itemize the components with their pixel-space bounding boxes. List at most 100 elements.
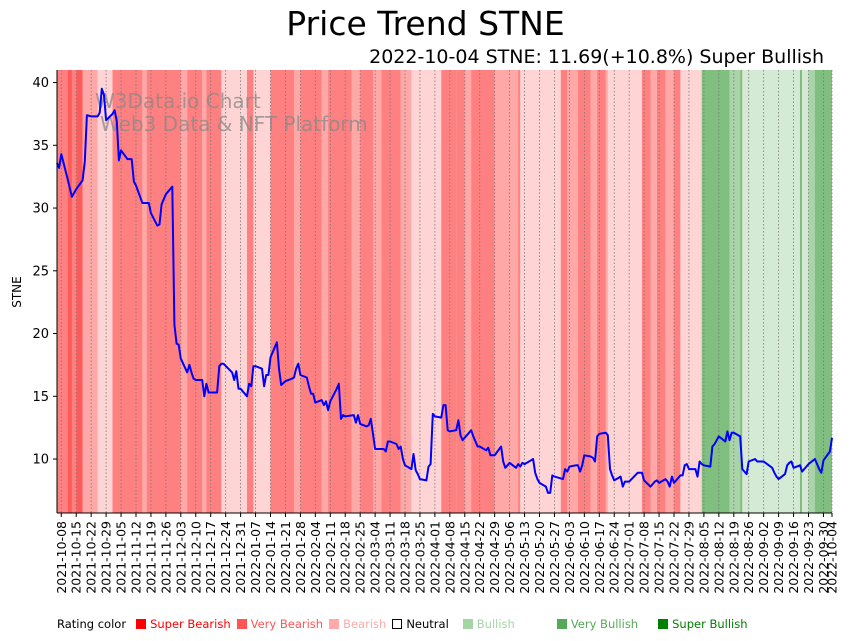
x-tick-label: 2022-04-01 [427,521,442,594]
x-tick-label: 2022-07-22 [667,521,682,594]
x-tick-label: 2022-02-11 [323,521,338,594]
x-tick-label: 2021-11-19 [143,521,158,594]
rating-band [300,70,322,513]
y-tick-label: 20 [32,327,49,342]
rating-band [142,70,147,513]
x-tick-label: 2022-05-13 [517,521,532,594]
rating-band [799,70,803,513]
rating-band [701,70,730,513]
rating-band [674,70,681,513]
legend-swatch [236,619,247,629]
rating-band [590,70,598,513]
watermark-line-2: Web3 Data & NFT Platform [100,112,368,136]
x-tick-label: 2022-01-28 [293,521,308,594]
x-tick-label: 2022-09-30 [816,521,831,594]
x-tick-label: 2022-10-04 [825,521,840,594]
legend: Rating color Super Bearish Very Bearish Be… [57,617,754,631]
rating-band [187,70,203,513]
rating-band [802,70,809,513]
x-tick-label: 2022-05-27 [547,521,562,594]
x-tick-label: 2022-02-25 [353,521,368,594]
y-tick-label: 15 [32,390,49,405]
rating-band [605,70,608,513]
rating-band [146,70,181,513]
legend-item: Bearish [329,617,386,631]
legend-label: Very Bearish [250,617,324,631]
rating-band [740,70,743,513]
x-tick-label: 2022-02-18 [338,521,353,594]
x-tick-label: 2022-06-03 [562,521,577,594]
rating-band [82,70,98,513]
rating-band [567,70,578,513]
x-tick-label: 2022-05-06 [502,521,517,594]
y-tick-label: 35 [32,139,49,154]
y-tick-label: 25 [32,264,49,279]
x-tick-label: 2021-11-26 [158,521,173,594]
rating-band [76,70,83,513]
x-tick-label: 2022-07-01 [622,521,637,594]
x-tick-label: 2022-01-14 [263,521,278,594]
legend-swatch [658,619,669,629]
rating-band [253,70,271,513]
x-tick-label: 2022-02-04 [308,521,323,594]
legend-swatch [136,619,147,629]
x-tick-label: 2022-06-10 [577,521,592,594]
rating-band [180,70,188,513]
rating-band [441,70,457,513]
rating-band [656,70,666,513]
rating-band [641,70,651,513]
rating-band [808,70,815,513]
rating-band [742,70,800,513]
y-tick-label: 10 [32,453,49,468]
x-tick-label: 2022-04-22 [472,521,487,594]
y-tick-label: 30 [32,202,49,217]
legend-item: Very Bullish [556,617,638,631]
rating-band [464,70,472,513]
rating-band [729,70,741,513]
legend-label: Neutral [406,617,449,631]
rating-band [680,70,702,513]
watermark-line-1: W3Data.io Chart [95,89,261,113]
rating-band [202,70,207,513]
legend-label: Bearish [343,617,387,631]
x-tick-label: 2021-12-17 [203,521,218,594]
legend-item: Neutral [392,617,449,631]
x-tick-label: 2022-05-20 [532,521,547,594]
x-tick-label: 2022-08-19 [726,521,741,594]
rating-band [560,70,568,513]
x-tick-label: 2022-04-29 [487,521,502,594]
rating-band [247,70,254,513]
x-tick-label: 2022-03-04 [368,521,383,594]
x-tick-label: 2022-03-18 [398,521,413,594]
x-tick-label: 2021-12-31 [233,521,248,594]
rating-band [97,70,113,513]
rating-band [57,70,68,513]
rating-band [221,70,248,513]
rating-band [411,70,442,513]
rating-band [270,70,294,513]
x-tick-label: 2022-09-16 [786,521,801,594]
rating-band [665,70,675,513]
x-tick-label: 2021-12-24 [218,521,233,594]
rating-band [372,70,382,513]
x-tick-label: 2022-07-08 [637,521,652,594]
legend-item: Super Bearish [136,617,231,631]
chart-subtitle: 2022-10-04 STNE: 11.69(+10.8%) Super Bul… [369,46,824,68]
rating-band [597,70,606,513]
x-tick-label: 2021-10-08 [54,521,69,594]
x-tick-label: 2021-12-10 [188,521,203,594]
watermark: W3Data.io Chart Web3 Data & NFT Platform [95,89,368,136]
x-tick-label: 2022-08-26 [741,521,756,594]
x-tick-label: 2022-09-23 [801,521,816,594]
rating-band [71,70,77,513]
x-tick-label: 2021-11-05 [114,521,129,594]
vertical-gridlines [60,70,833,513]
x-tick-label: 2022-09-09 [771,521,786,594]
rating-band [471,70,495,513]
x-tick-label: 2022-03-25 [412,521,427,594]
x-tick-label: 2022-03-11 [383,521,398,594]
legend-swatch [329,619,340,629]
legend-title: Rating color [57,617,127,631]
x-tick-label: 2022-06-17 [592,521,607,594]
